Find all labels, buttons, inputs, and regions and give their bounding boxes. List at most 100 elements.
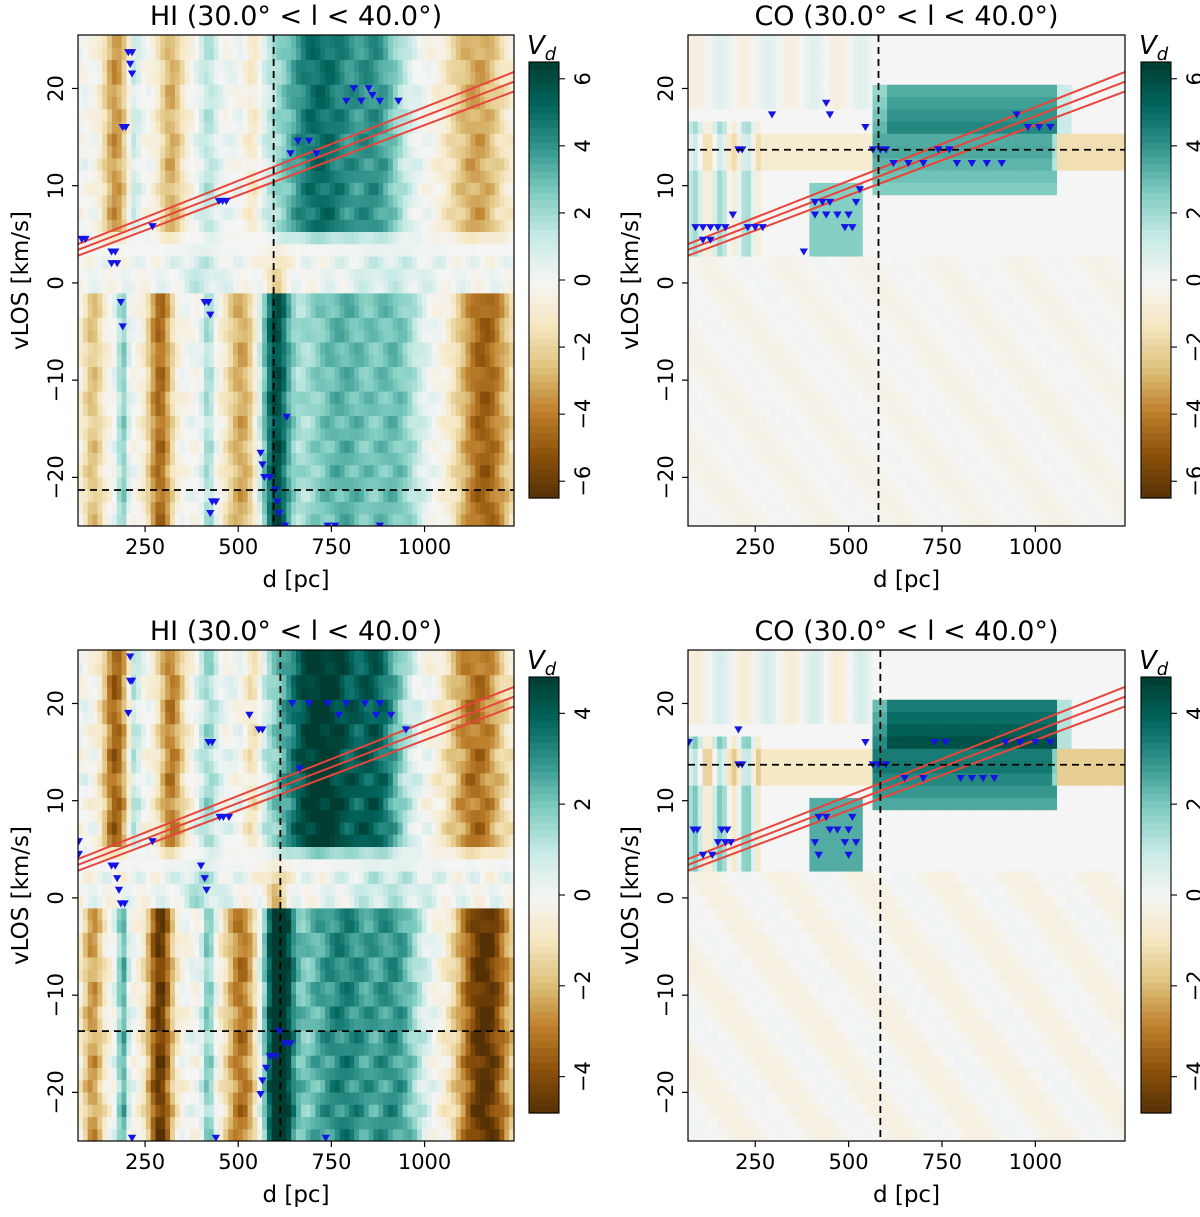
marker-point — [375, 97, 385, 105]
marker-point — [204, 299, 213, 307]
marker-point — [78, 838, 83, 846]
chart-title: HI (30.0° < l < 40.0°) — [150, 616, 442, 647]
heatmap-cells — [688, 35, 1125, 526]
trend-line-3 — [78, 686, 514, 860]
marker-point — [295, 765, 304, 773]
marker-point — [698, 236, 708, 244]
x-tick-label: 250 — [735, 1150, 775, 1174]
marker-point — [956, 774, 965, 783]
colorbar-label: Vd — [1139, 31, 1169, 65]
marker-point — [148, 838, 157, 846]
x-tick-label: 1000 — [398, 1150, 451, 1174]
x-tick-label: 500 — [218, 1150, 258, 1174]
y-tick-label: −10 — [44, 358, 68, 402]
y-tick-label: −20 — [654, 1070, 678, 1114]
marker-point — [844, 211, 853, 219]
marker-point — [280, 522, 290, 526]
marker-point — [265, 1053, 275, 1061]
marker-point — [286, 150, 295, 158]
marker-point — [814, 851, 823, 859]
x-axis-label: d [pc] — [873, 567, 940, 593]
colorbar-tick-label: 2 — [1183, 206, 1200, 219]
x-tick-label: 500 — [829, 535, 869, 559]
y-tick-label: 10 — [44, 172, 68, 199]
marker-point — [342, 97, 351, 105]
marker-point — [861, 739, 870, 747]
marker-point — [127, 1134, 137, 1141]
marker-point — [889, 159, 898, 168]
marker-point — [207, 739, 217, 747]
x-tick-label: 1000 — [1009, 1150, 1062, 1174]
x-tick-label: 750 — [311, 535, 351, 559]
marker-point — [125, 653, 135, 661]
marker-point — [222, 197, 231, 206]
marker-point — [81, 235, 90, 243]
colorbar-tick-label: −2 — [571, 970, 595, 1001]
marker-point — [261, 1064, 271, 1072]
marker-point — [330, 522, 340, 526]
marker-point — [708, 851, 717, 859]
marker-point — [751, 224, 760, 232]
marker-point — [825, 198, 835, 207]
marker-point — [371, 711, 381, 719]
plot-frame — [687, 34, 1126, 527]
y-axis-label: vLOS [km/s] — [8, 826, 34, 965]
marker-point — [116, 299, 126, 307]
marker-point — [258, 1077, 267, 1085]
colorbar-tick-label: −6 — [1183, 466, 1200, 497]
marker-point — [848, 224, 857, 232]
y-tick-label: 0 — [654, 276, 678, 289]
y-tick-label: −10 — [654, 973, 678, 1017]
marker-point — [691, 224, 700, 232]
trend-line-1 — [78, 705, 514, 872]
marker-point — [78, 850, 83, 858]
colorbar-label: Vd — [527, 31, 557, 65]
colorbar-tick-label: 0 — [571, 888, 595, 901]
marker-point — [967, 774, 977, 783]
marker-point — [900, 774, 909, 783]
marker-point — [726, 839, 736, 847]
marker-point — [304, 700, 314, 708]
marker-layer — [688, 726, 1055, 859]
marker-point — [256, 1090, 265, 1099]
marker-point — [114, 886, 124, 894]
y-tick-label: 0 — [44, 276, 68, 289]
marker-point — [799, 248, 808, 256]
marker-point — [978, 774, 988, 783]
marker-point — [148, 223, 157, 231]
marker-point — [211, 498, 221, 506]
marker-point — [833, 211, 842, 219]
colorbar-label: Vd — [527, 646, 557, 680]
marker-point — [127, 70, 137, 78]
colorbar-tick-label: −2 — [1183, 970, 1200, 1001]
marker-point — [713, 224, 723, 232]
marker-point — [219, 813, 228, 822]
marker-point — [111, 248, 120, 256]
y-tick-label: 20 — [654, 690, 678, 717]
y-tick-label: −20 — [654, 455, 678, 499]
x-axis-label: d [pc] — [873, 1182, 940, 1208]
colorbar-tick-label: 2 — [571, 797, 595, 810]
marker-point — [904, 159, 913, 168]
marker-point — [394, 97, 403, 105]
heatmap-cells — [688, 650, 1125, 1141]
marker-point — [360, 700, 370, 708]
colorbar-label: Vd — [1139, 646, 1169, 680]
marker-point — [375, 522, 385, 526]
marker-point — [821, 99, 831, 107]
marker-point — [723, 826, 732, 834]
marker-point — [758, 224, 767, 232]
colorbar-tick-label: 2 — [1183, 797, 1200, 810]
marker-point — [1016, 739, 1025, 747]
marker-point — [120, 900, 129, 908]
marker-point — [260, 474, 269, 482]
colorbar-tick-label: 4 — [571, 139, 595, 152]
marker-point — [930, 739, 939, 747]
trend-line-2 — [688, 80, 1125, 251]
marker-point — [851, 198, 861, 207]
colorbar-tick-label: 0 — [1183, 888, 1200, 901]
